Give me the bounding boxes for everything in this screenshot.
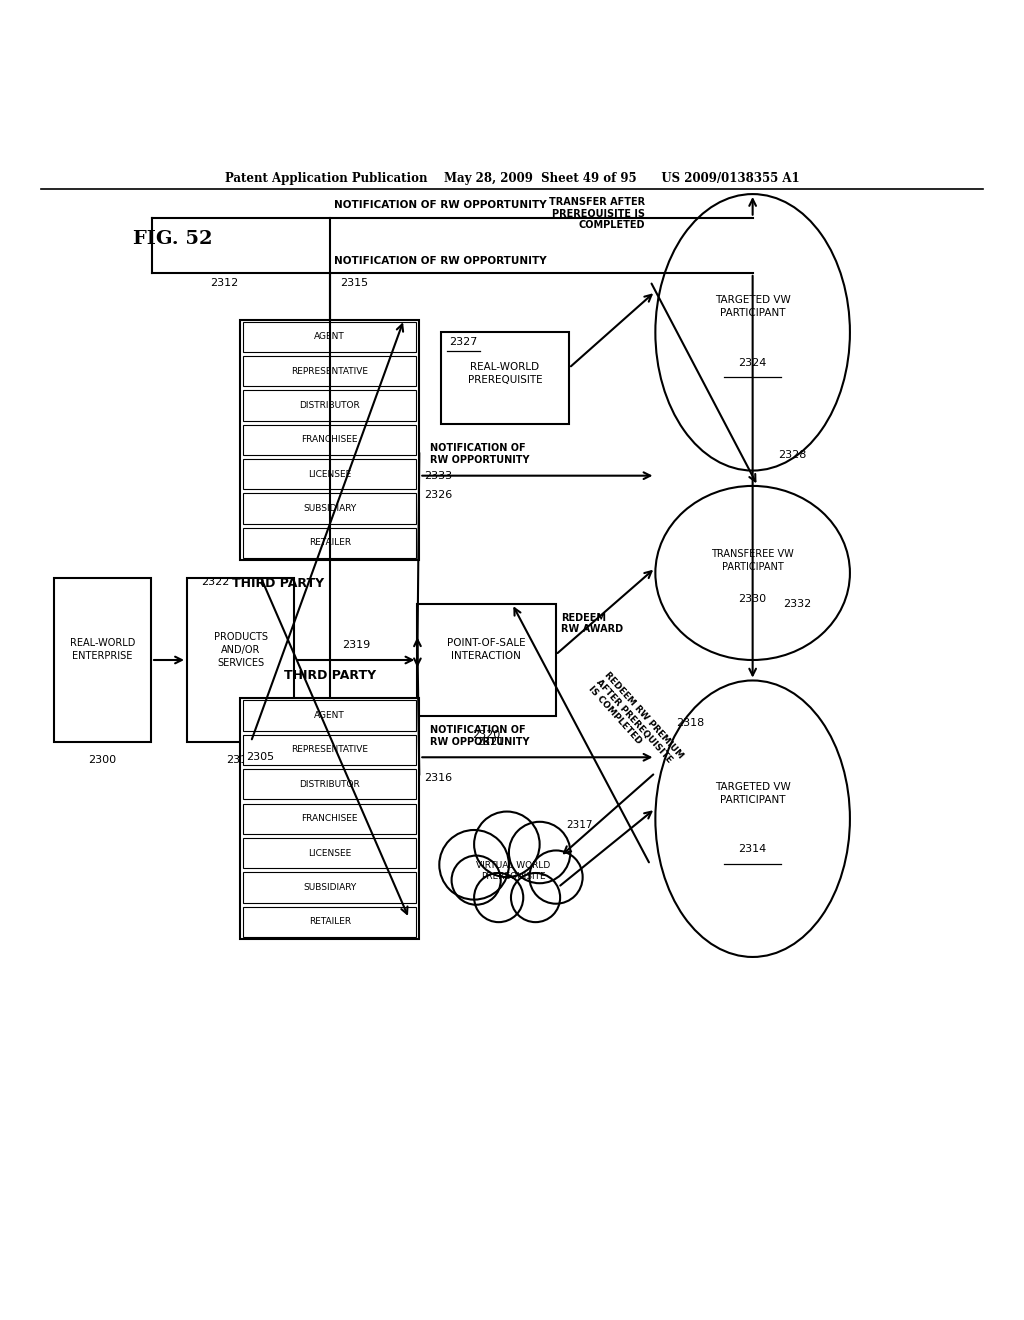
FancyBboxPatch shape <box>240 319 420 560</box>
Circle shape <box>511 873 560 923</box>
Text: REDEEM RW PREMIUM
AFTER PREREQUISITE
IS COMPLETED: REDEEM RW PREMIUM AFTER PREREQUISITE IS … <box>587 671 685 775</box>
FancyBboxPatch shape <box>244 873 416 903</box>
Text: FRANCHISEE: FRANCHISEE <box>301 814 358 824</box>
Text: 2315: 2315 <box>340 279 368 288</box>
Text: TARGETED VW
PARTICIPANT: TARGETED VW PARTICIPANT <box>715 781 791 805</box>
Text: TRANSFER AFTER
PREREQUISITE IS
COMPLETED: TRANSFER AFTER PREREQUISITE IS COMPLETED <box>549 197 645 230</box>
Text: REPRESENTATIVE: REPRESENTATIVE <box>291 367 369 376</box>
Text: NOTIFICATION OF
RW OPPORTUNITY: NOTIFICATION OF RW OPPORTUNITY <box>430 725 529 747</box>
FancyBboxPatch shape <box>418 603 555 717</box>
Text: THIRD PARTY: THIRD PARTY <box>284 669 376 682</box>
Ellipse shape <box>655 681 850 957</box>
Text: NOTIFICATION OF RW OPPORTUNITY: NOTIFICATION OF RW OPPORTUNITY <box>334 256 547 265</box>
Text: Patent Application Publication    May 28, 2009  Sheet 49 of 95      US 2009/0138: Patent Application Publication May 28, 2… <box>224 172 800 185</box>
FancyBboxPatch shape <box>186 578 295 742</box>
Text: 2328: 2328 <box>778 450 807 461</box>
FancyBboxPatch shape <box>244 804 416 834</box>
FancyBboxPatch shape <box>244 770 416 800</box>
FancyBboxPatch shape <box>244 735 416 766</box>
FancyBboxPatch shape <box>244 701 416 731</box>
Text: AGENT: AGENT <box>314 333 345 341</box>
Text: 2317: 2317 <box>566 820 593 830</box>
Text: RETAILER: RETAILER <box>308 917 351 927</box>
Text: 2312: 2312 <box>210 279 239 288</box>
Text: 2318: 2318 <box>676 718 705 729</box>
Text: DISTRIBUTOR: DISTRIBUTOR <box>299 780 360 789</box>
Text: FRANCHISEE: FRANCHISEE <box>301 436 358 445</box>
FancyBboxPatch shape <box>244 494 416 524</box>
Text: 2333: 2333 <box>424 470 453 480</box>
Text: 2316: 2316 <box>424 772 453 783</box>
FancyBboxPatch shape <box>244 356 416 387</box>
Text: REAL-WORLD
ENTERPRISE: REAL-WORLD ENTERPRISE <box>70 638 135 661</box>
Text: LICENSEE: LICENSEE <box>308 470 351 479</box>
FancyBboxPatch shape <box>244 391 416 421</box>
Text: 2321: 2321 <box>475 737 504 747</box>
FancyBboxPatch shape <box>244 838 416 869</box>
Text: 2320: 2320 <box>472 730 501 739</box>
Text: REAL-WORLD
PREREQUISITE: REAL-WORLD PREREQUISITE <box>468 362 542 385</box>
Circle shape <box>509 822 570 883</box>
FancyBboxPatch shape <box>54 578 152 742</box>
Text: VIRTUAL WORLD
PREREQUISITE: VIRTUAL WORLD PREREQUISITE <box>476 861 550 880</box>
FancyBboxPatch shape <box>440 333 569 425</box>
FancyBboxPatch shape <box>244 907 416 937</box>
Text: RETAILER: RETAILER <box>308 539 351 548</box>
Circle shape <box>529 850 583 904</box>
Text: TARGETED VW
PARTICIPANT: TARGETED VW PARTICIPANT <box>715 296 791 318</box>
Text: FIG. 52: FIG. 52 <box>133 230 213 248</box>
Text: SUBSIDIARY: SUBSIDIARY <box>303 504 356 513</box>
Text: 2305: 2305 <box>246 752 273 762</box>
Text: 2300: 2300 <box>88 755 117 766</box>
Text: NOTIFICATION OF
RW OPPORTUNITY: NOTIFICATION OF RW OPPORTUNITY <box>430 444 529 466</box>
Text: 2326: 2326 <box>424 490 453 500</box>
Text: SUBSIDIARY: SUBSIDIARY <box>303 883 356 892</box>
Text: REDEEM
RW AWARD: REDEEM RW AWARD <box>561 612 623 635</box>
Circle shape <box>452 855 501 904</box>
Text: THIRD PARTY: THIRD PARTY <box>232 577 325 590</box>
FancyBboxPatch shape <box>244 322 416 352</box>
Text: 2324: 2324 <box>738 358 767 368</box>
Text: PRODUCTS
AND/OR
SERVICES: PRODUCTS AND/OR SERVICES <box>214 631 267 668</box>
FancyBboxPatch shape <box>240 698 420 939</box>
Text: REPRESENTATIVE: REPRESENTATIVE <box>291 746 369 755</box>
Text: 2319: 2319 <box>342 640 370 649</box>
Text: TRANSFEREE VW
PARTICIPANT: TRANSFEREE VW PARTICIPANT <box>712 549 794 573</box>
Text: 2332: 2332 <box>783 598 812 609</box>
FancyBboxPatch shape <box>244 528 416 558</box>
Text: 2327: 2327 <box>449 338 477 347</box>
Text: NOTIFICATION OF RW OPPORTUNITY: NOTIFICATION OF RW OPPORTUNITY <box>334 201 547 210</box>
FancyBboxPatch shape <box>244 425 416 455</box>
Text: AGENT: AGENT <box>314 711 345 721</box>
Ellipse shape <box>655 194 850 470</box>
Text: 2314: 2314 <box>738 845 767 854</box>
Text: 2310: 2310 <box>226 755 255 766</box>
Circle shape <box>439 830 509 900</box>
FancyBboxPatch shape <box>244 459 416 490</box>
Text: 2322: 2322 <box>202 577 229 586</box>
Circle shape <box>474 812 540 876</box>
Text: LICENSEE: LICENSEE <box>308 849 351 858</box>
Circle shape <box>474 873 523 923</box>
Text: DISTRIBUTOR: DISTRIBUTOR <box>299 401 360 411</box>
Ellipse shape <box>655 486 850 660</box>
Text: 2330: 2330 <box>738 594 767 603</box>
Text: POINT-OF-SALE
INTERACTION: POINT-OF-SALE INTERACTION <box>447 638 525 661</box>
